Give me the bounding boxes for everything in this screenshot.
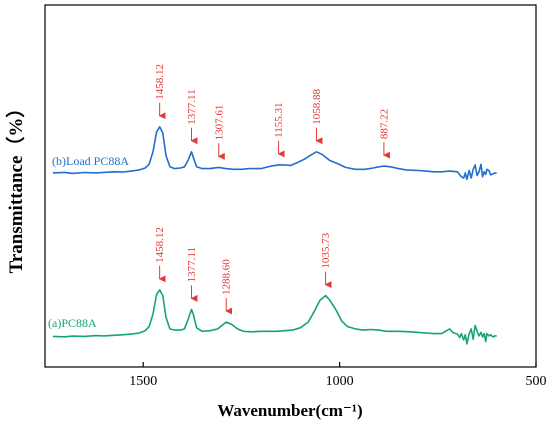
series-a-line: [52, 289, 497, 345]
series-a-name-label: (a)PC88A: [48, 316, 97, 330]
x-tick-label: 1000: [326, 374, 354, 389]
peak-label: 1377.11: [186, 89, 198, 124]
peak-label: 1035.73: [320, 232, 332, 268]
x-axis-title: Wavenumber(cm⁻¹): [217, 401, 362, 420]
peak-label: 1458.12: [154, 227, 166, 263]
peak-label: 1307.61: [213, 105, 225, 141]
peak-label: 887.22: [378, 109, 390, 139]
y-axis-title: Transmittance（%）: [4, 99, 27, 274]
series-b-line: [52, 126, 497, 181]
plot-frame: [44, 4, 537, 368]
x-tick-label: 1500: [129, 374, 157, 389]
peak-label: 1458.12: [154, 64, 166, 100]
peak-annotations: 1458.12 1377.11 1307.61 1155.31 1058.88 887.2…: [154, 64, 390, 315]
series-b-name-label: (b)Load PC88A: [52, 154, 129, 168]
peak-label: 1155.31: [273, 103, 285, 138]
peak-label: 1058.88: [311, 89, 323, 125]
series-layer: (b)Load PC88A (a)PC88A: [48, 126, 497, 345]
x-axis-ticks: 1500 1000 500: [129, 362, 547, 389]
peak-label: 1377.11: [186, 247, 198, 282]
x-tick-label: 500: [526, 374, 547, 389]
peak-label: 1288.60: [221, 259, 233, 295]
